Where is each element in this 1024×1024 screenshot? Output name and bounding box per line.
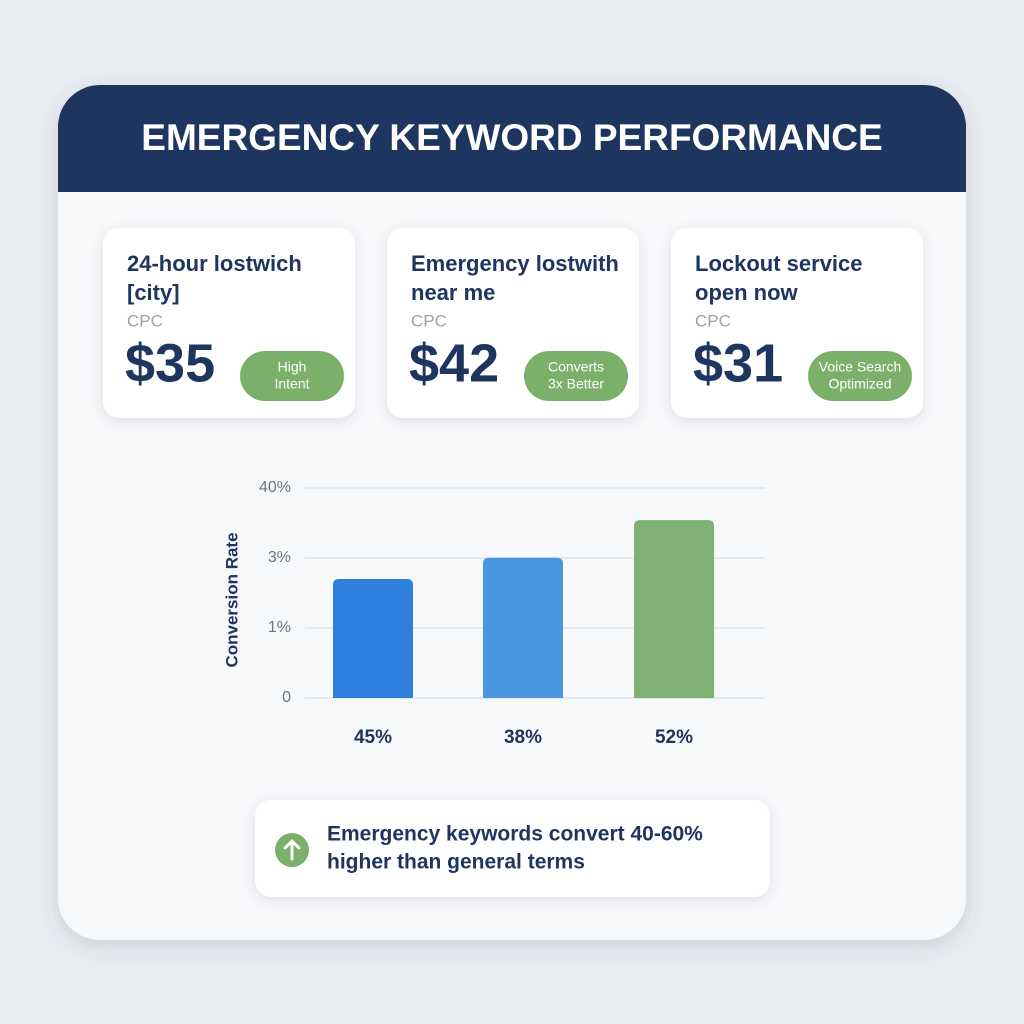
card-badge [524,351,628,401]
card-price: $42 [409,333,499,393]
card-price: $31 [693,333,783,393]
card-metric: CPC [411,311,447,330]
x-tick-label: 38% [504,727,542,748]
x-tick-label: 45% [354,727,392,748]
card-metric: CPC [127,311,163,330]
card-price: $35 [125,333,215,393]
header-title: EMERGENCY KEYWORD PERFORMANCE [141,117,882,158]
card-title: 24-hour lostwich [127,251,302,276]
badge-text: High [278,359,307,375]
callout-line: Emergency keywords convert 40-60% [327,823,703,846]
callout-arrow [283,839,301,861]
x-tick-label: 52% [655,727,693,748]
badge-text: Voice Search [819,359,902,375]
callout [255,800,770,897]
card-title: [city] [127,280,180,305]
card-title: Emergency lostwith [411,251,619,276]
bar [634,520,714,698]
chart: 0 1% 3% 40% Conversion Rate 45% 38% 52% [222,479,765,748]
card-badge [808,351,912,401]
badge-text: Intent [274,376,309,392]
header-bar [58,85,966,192]
y-axis-label: Conversion Rate [222,532,241,667]
badge-text: Optimized [828,376,891,392]
callout-box [255,800,770,897]
card-metric: CPC [695,311,731,330]
bar [483,557,563,698]
card-title: near me [411,280,495,305]
card-title: open now [695,280,799,305]
badge-text: Converts [548,359,604,375]
y-tick-label: 40% [259,479,291,496]
bar [333,579,413,698]
badge-text: 3x Better [548,376,604,392]
y-tick-label: 3% [268,549,291,566]
callout-text: Emergency keywords convert 40-60% higher … [327,823,703,874]
callout-line: higher than general terms [327,851,585,874]
card-badge [240,351,344,401]
card-title: Lockout service [695,251,863,276]
y-tick-label: 0 [282,689,291,706]
y-tick-label: 1% [268,619,291,636]
